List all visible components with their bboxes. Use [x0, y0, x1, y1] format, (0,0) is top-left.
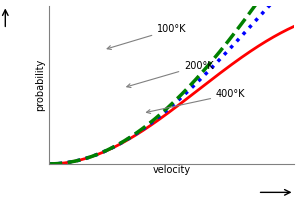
- X-axis label: velocity: velocity: [153, 165, 191, 175]
- Y-axis label: probability: probability: [35, 59, 45, 111]
- Text: 400°K: 400°K: [146, 89, 245, 113]
- Text: 200°K: 200°K: [127, 61, 214, 88]
- Text: 100°K: 100°K: [107, 24, 187, 50]
